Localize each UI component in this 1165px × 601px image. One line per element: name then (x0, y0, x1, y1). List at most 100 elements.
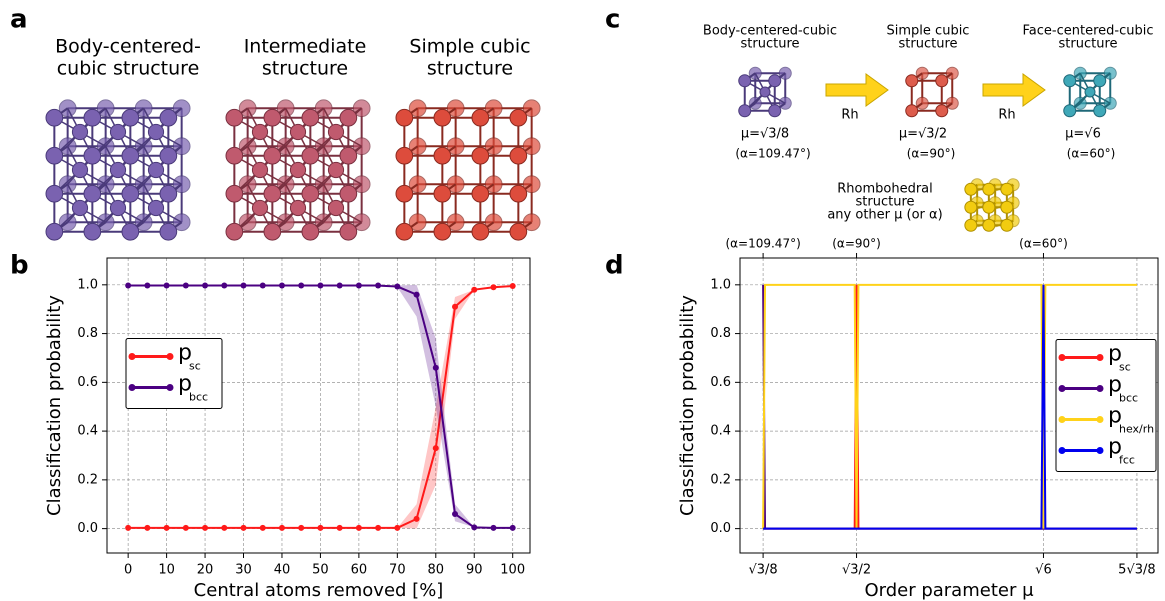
legend-subscript: sc (189, 360, 201, 373)
x-tick-label: √3/2 (842, 563, 871, 578)
axes-frame (739, 257, 1159, 554)
atom (768, 74, 782, 88)
atom (121, 146, 140, 165)
structure-title: structure (899, 37, 958, 52)
legend-marker (128, 353, 136, 360)
confidence-band (128, 286, 513, 529)
point (278, 524, 285, 531)
point (278, 282, 285, 289)
series-line (763, 284, 1137, 530)
atom (109, 161, 127, 179)
atom (263, 108, 282, 127)
point (298, 282, 305, 289)
point (432, 445, 439, 452)
point (336, 282, 343, 289)
legend-subscript: bcc (1119, 392, 1138, 405)
structure-title: structure (262, 58, 348, 80)
point (144, 282, 151, 289)
alpha-label: (α=109.47°) (735, 147, 810, 161)
atom (964, 182, 978, 196)
mu-label: μ=√6 (1065, 127, 1101, 142)
atom (471, 184, 490, 203)
point (375, 524, 382, 531)
atom (109, 199, 127, 217)
atom (159, 108, 178, 127)
arrow-label: Rh (841, 108, 858, 123)
atom (45, 146, 64, 165)
atom (982, 218, 996, 232)
point (394, 524, 401, 531)
atom (1000, 200, 1014, 214)
atom (395, 184, 414, 203)
point (240, 524, 247, 531)
atom (159, 146, 178, 165)
x-tick-label: 100 (500, 563, 525, 578)
point (490, 284, 497, 291)
legend-marker (166, 353, 174, 360)
point (182, 282, 189, 289)
atom (738, 74, 752, 88)
legend-box (1055, 339, 1157, 472)
point (240, 282, 247, 289)
y-axis-label: Classification probability (677, 295, 698, 516)
atom (263, 184, 282, 203)
axes-frame (106, 257, 531, 554)
chart: 0.0 0.2 0.4 0.6 0.8 1.0 √3/8 √3/2 √6 5√3/8 (α=109.… (677, 237, 1159, 601)
arrow-label: Rh (998, 108, 1015, 123)
atom (433, 108, 452, 127)
atom (471, 222, 490, 241)
structure-title: Body-centered- (55, 36, 201, 58)
atom (225, 222, 244, 241)
atom (471, 108, 490, 127)
atom (395, 222, 414, 241)
x-tick-label: 0 (124, 563, 132, 578)
legend-marker (1096, 385, 1104, 392)
panel-label: b (10, 251, 29, 281)
point (202, 282, 209, 289)
x-tick-label: 90 (466, 563, 483, 578)
structure-title: Face-centered-cubic (1023, 24, 1154, 39)
atom (1000, 218, 1014, 232)
charts: 0.0 0.2 0.4 0.6 0.8 1.0 0 10 20 30 40 50 60 70 80 90 100… (44, 237, 1159, 601)
point (432, 364, 439, 371)
legend-label: p (1108, 373, 1122, 398)
legend-label: p (1108, 342, 1122, 367)
y-axis-label: Classification probability (44, 295, 65, 516)
x-tick-label: 60 (351, 563, 368, 578)
atom (935, 104, 949, 118)
atom (905, 104, 919, 118)
y-tick-label: 1.0 (710, 277, 731, 292)
structure-title: Simple cubic (887, 24, 970, 39)
point (452, 303, 459, 310)
legend-marker (1058, 385, 1066, 392)
point (144, 524, 151, 531)
point (471, 286, 478, 293)
point (355, 282, 362, 289)
x-axis-label: Central atoms removed [%] (194, 580, 444, 601)
point (317, 282, 324, 289)
atom (301, 222, 320, 241)
structure-title: structure (427, 58, 513, 80)
y-tick-label: 1.0 (77, 277, 98, 292)
panel-label: a (10, 5, 28, 35)
point (394, 283, 401, 290)
atom (263, 146, 282, 165)
atom (905, 74, 919, 88)
atom (509, 108, 528, 127)
lattice (395, 99, 541, 241)
legend-marker (1096, 354, 1104, 361)
legend-marker (128, 384, 136, 391)
x-tick-label: 20 (197, 563, 214, 578)
alpha-label: (α=60°) (1067, 147, 1116, 161)
atom (121, 108, 140, 127)
legend-subscript: fcc (1119, 454, 1135, 467)
atom (225, 108, 244, 127)
legend-marker (1058, 416, 1066, 423)
x-tick-label: 70 (389, 563, 406, 578)
x-tick-label: 5√3/8 (1118, 563, 1155, 578)
rhombo-label: structure (856, 195, 915, 210)
atom (982, 182, 996, 196)
x-tick-label: √6 (1035, 563, 1052, 578)
point (163, 282, 170, 289)
atom (1000, 182, 1014, 196)
